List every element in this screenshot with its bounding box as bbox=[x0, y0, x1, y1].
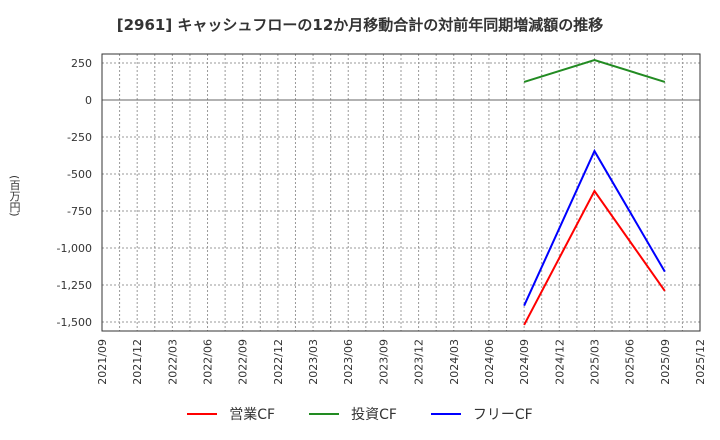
svg-text:-1,000: -1,000 bbox=[57, 242, 92, 255]
svg-text:2025/09: 2025/09 bbox=[659, 339, 672, 385]
legend-label: 投資CF bbox=[351, 407, 397, 423]
svg-text:2022/12: 2022/12 bbox=[272, 339, 285, 385]
legend-label: 営業CF bbox=[229, 407, 276, 423]
svg-text:2024/03: 2024/03 bbox=[448, 339, 461, 385]
chart-title: [2961] キャッシュフローの12か月移動合計の対前年同期増減額の推移 bbox=[116, 16, 604, 34]
svg-text:2023/09: 2023/09 bbox=[377, 339, 390, 385]
svg-text:-500: -500 bbox=[67, 168, 92, 181]
svg-text:-1,500: -1,500 bbox=[57, 316, 92, 329]
svg-text:-1,250: -1,250 bbox=[57, 279, 92, 292]
svg-text:2024/06: 2024/06 bbox=[483, 339, 496, 385]
svg-text:2022/06: 2022/06 bbox=[202, 339, 215, 385]
svg-text:2023/03: 2023/03 bbox=[307, 339, 320, 385]
svg-text:2023/06: 2023/06 bbox=[342, 339, 355, 385]
legend-label: フリーCF bbox=[472, 407, 533, 423]
y-axis-label: (百万円) bbox=[8, 175, 21, 217]
svg-text:2024/12: 2024/12 bbox=[553, 339, 566, 385]
svg-text:2025/03: 2025/03 bbox=[588, 339, 601, 385]
legend-item-free-cf: フリーCF bbox=[430, 404, 533, 424]
legend: 営業CF 投資CF フリーCF bbox=[0, 404, 720, 424]
svg-text:2024/09: 2024/09 bbox=[518, 339, 531, 385]
svg-text:2022/09: 2022/09 bbox=[237, 339, 250, 385]
svg-text:2021/09: 2021/09 bbox=[96, 339, 109, 385]
line-chart: 250 0 -250 -500 -750 -1,000 -1,250 -1,500 2021/0… bbox=[57, 53, 707, 385]
svg-text:2025/06: 2025/06 bbox=[624, 339, 637, 385]
svg-text:0: 0 bbox=[85, 94, 92, 107]
svg-text:2023/12: 2023/12 bbox=[413, 339, 426, 385]
svg-text:-750: -750 bbox=[67, 205, 92, 218]
legend-swatch-green bbox=[309, 413, 340, 415]
legend-swatch-red bbox=[187, 413, 218, 415]
legend-item-operating-cf: 営業CF bbox=[187, 404, 275, 424]
svg-text:2025/12: 2025/12 bbox=[694, 339, 707, 385]
svg-text:-250: -250 bbox=[67, 131, 92, 144]
legend-item-investing-cf: 投資CF bbox=[309, 404, 397, 424]
svg-text:2021/12: 2021/12 bbox=[131, 339, 144, 385]
legend-swatch-blue bbox=[430, 413, 461, 415]
svg-text:2022/03: 2022/03 bbox=[166, 339, 179, 385]
svg-text:250: 250 bbox=[71, 57, 92, 70]
